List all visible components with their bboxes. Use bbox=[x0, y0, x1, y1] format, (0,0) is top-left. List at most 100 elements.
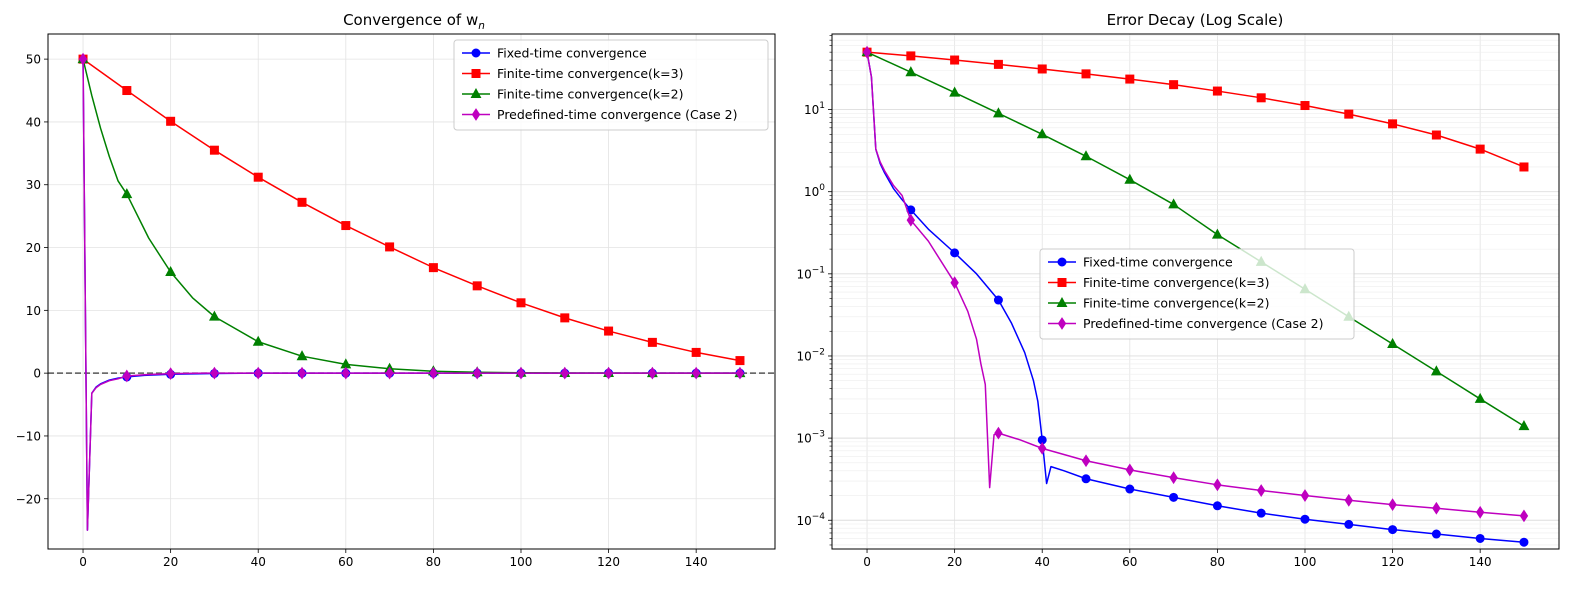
right-series-marker-finite-time-convergence-k-3 bbox=[1212, 86, 1222, 96]
right-series-marker-predefined-time-convergence-case-2 bbox=[862, 45, 872, 59]
right-x-tick-label: 80 bbox=[1210, 555, 1225, 569]
left-series-marker-finite-time-convergence-k-3 bbox=[516, 298, 526, 308]
left-series-marker-finite-time-convergence-k-3 bbox=[560, 313, 570, 323]
left-series-marker-finite-time-convergence-k-3 bbox=[691, 347, 701, 357]
right-chart: Error Decay (Log Scale) 0 20 40 60 80 100 120 1… bbox=[796, 11, 1560, 569]
left-series-marker-predefined-time-convergence-case-2 bbox=[122, 369, 132, 383]
left-series-marker-finite-time-convergence-k-3 bbox=[209, 145, 219, 155]
right-series-marker-finite-time-convergence-k-2 bbox=[1168, 198, 1180, 209]
right-y-axis: 10−4 10−3 10−2 10−1 100 101 bbox=[796, 35, 832, 546]
left-series-marker-finite-time-convergence-k-3 bbox=[604, 326, 614, 336]
right-x-tick-label: 120 bbox=[1381, 555, 1404, 569]
left-series-marker-finite-time-convergence-k-3 bbox=[472, 281, 482, 291]
right-y-tick-label: 10−4 bbox=[796, 512, 825, 528]
right-legend-label-finite-time-convergence-k-3: Finite-time convergence(k=3) bbox=[1083, 275, 1269, 290]
left-series-predefined-time-convergence-case-2 bbox=[78, 52, 745, 531]
right-series-marker-finite-time-convergence-k-2 bbox=[992, 107, 1004, 118]
right-series-marker-predefined-time-convergence-case-2 bbox=[1300, 489, 1310, 502]
left-series-marker-predefined-time-convergence-case-2 bbox=[516, 366, 526, 380]
right-series-marker-finite-time-convergence-k-2 bbox=[1080, 150, 1092, 161]
right-legend-label-predefined-time-convergence-case-2: Predefined-time convergence (Case 2) bbox=[1083, 316, 1323, 331]
left-legend-label-fixed-time-convergence: Fixed-time convergence bbox=[497, 46, 647, 61]
left-series-line-finite-time-convergence-k-3 bbox=[82, 58, 741, 362]
right-y-tick-label: 10−1 bbox=[796, 265, 825, 281]
right-series-marker-finite-time-convergence-k-2 bbox=[1211, 228, 1223, 239]
right-series-marker-fixed-time-convergence bbox=[1081, 474, 1091, 484]
left-x-tick-label: 20 bbox=[163, 555, 178, 569]
right-series-marker-finite-time-convergence-k-2 bbox=[905, 66, 917, 77]
right-series-marker-predefined-time-convergence-case-2 bbox=[1169, 471, 1178, 485]
left-series-marker-predefined-time-convergence-case-2 bbox=[210, 366, 219, 380]
left-series-line-predefined-time-convergence-case-2 bbox=[82, 59, 740, 531]
left-y-tick-label: 50 bbox=[26, 53, 41, 67]
left-x-tick-label: 0 bbox=[79, 555, 87, 569]
left-series-marker-finite-time-convergence-k-3 bbox=[385, 242, 395, 252]
right-series-line-finite-time-convergence-k-3 bbox=[866, 51, 1525, 168]
left-y-tick-label: 40 bbox=[26, 115, 41, 129]
left-y-tick-label: 0 bbox=[33, 367, 41, 381]
left-x-tick-label: 120 bbox=[597, 555, 620, 569]
right-series-marker-finite-time-convergence-k-3 bbox=[1431, 130, 1441, 140]
left-series-marker-finite-time-convergence-k-3 bbox=[253, 172, 263, 182]
left-plot-frame bbox=[47, 33, 776, 550]
left-chart-title: Convergence of wn bbox=[343, 11, 485, 32]
left-series-marker-predefined-time-convergence-case-2 bbox=[560, 366, 569, 380]
left-series-marker-predefined-time-convergence-case-2 bbox=[429, 366, 438, 380]
left-legend-marker-predefined-time-convergence-case-2 bbox=[471, 108, 481, 121]
left-legend-label-predefined-time-convergence-case-2: Predefined-time convergence (Case 2) bbox=[497, 107, 737, 122]
right-series-marker-fixed-time-convergence bbox=[993, 295, 1003, 305]
left-series-marker-finite-time-convergence-k-3 bbox=[166, 116, 176, 126]
right-legend-box bbox=[1039, 248, 1355, 340]
right-plot-frame bbox=[831, 33, 1560, 550]
left-series-marker-finite-time-convergence-k-2 bbox=[208, 310, 220, 321]
left-legend-marker-finite-time-convergence-k-2 bbox=[470, 87, 482, 98]
left-series-layer bbox=[77, 52, 746, 531]
right-x-axis: 0 20 40 60 80 100 120 140 bbox=[863, 549, 1492, 569]
right-series-marker-finite-time-convergence-k-3 bbox=[1519, 162, 1529, 172]
right-series-fixed-time-convergence bbox=[862, 47, 1529, 547]
right-legend-label-finite-time-convergence-k-2: Finite-time convergence(k=2) bbox=[1083, 296, 1269, 311]
right-series-marker-finite-time-convergence-k-3 bbox=[1169, 80, 1179, 90]
right-series-marker-finite-time-convergence-k-3 bbox=[1388, 119, 1398, 129]
right-series-marker-predefined-time-convergence-case-2 bbox=[1081, 454, 1091, 468]
right-series-marker-fixed-time-convergence bbox=[1344, 519, 1354, 529]
left-series-marker-predefined-time-convergence-case-2 bbox=[472, 366, 482, 380]
right-series-line-finite-time-convergence-k-2 bbox=[866, 51, 1525, 427]
left-legend-box bbox=[453, 39, 769, 131]
right-x-tick-label: 100 bbox=[1294, 555, 1317, 569]
right-series-marker-fixed-time-convergence bbox=[1431, 529, 1441, 539]
right-series-marker-fixed-time-convergence bbox=[1300, 514, 1310, 524]
right-series-line-predefined-time-convergence-case-2 bbox=[866, 52, 1525, 517]
left-series-marker-finite-time-convergence-k-3 bbox=[297, 197, 307, 207]
left-x-tick-label: 40 bbox=[251, 555, 266, 569]
right-legend-label-fixed-time-convergence: Fixed-time convergence bbox=[1083, 255, 1233, 270]
left-series-finite-time-convergence-k-3 bbox=[78, 54, 745, 366]
right-y-tick-label: 10−3 bbox=[796, 430, 825, 446]
right-series-marker-predefined-time-convergence-case-2 bbox=[906, 213, 916, 227]
right-x-tick-label: 60 bbox=[1122, 555, 1137, 569]
left-y-tick-label: 10 bbox=[26, 304, 41, 318]
left-series-marker-finite-time-convergence-k-2 bbox=[296, 350, 308, 361]
right-series-marker-finite-time-convergence-k-3 bbox=[1037, 64, 1047, 74]
right-x-tick-label: 40 bbox=[1035, 555, 1050, 569]
left-legend-label-finite-time-convergence-k-2: Finite-time convergence(k=2) bbox=[497, 87, 683, 102]
right-series-marker-fixed-time-convergence bbox=[1125, 484, 1135, 494]
left-series-marker-predefined-time-convergence-case-2 bbox=[604, 366, 613, 380]
left-x-tick-label: 80 bbox=[426, 555, 441, 569]
right-series-marker-predefined-time-convergence-case-2 bbox=[1213, 478, 1222, 492]
right-series-marker-predefined-time-convergence-case-2 bbox=[994, 426, 1003, 440]
right-series-marker-finite-time-convergence-k-2 bbox=[1036, 128, 1048, 139]
left-series-marker-predefined-time-convergence-case-2 bbox=[341, 366, 351, 380]
right-series-marker-finite-time-convergence-k-3 bbox=[906, 51, 916, 61]
left-x-tick-label: 60 bbox=[338, 555, 353, 569]
right-x-tick-label: 0 bbox=[863, 555, 871, 569]
right-series-marker-finite-time-convergence-k-2 bbox=[1387, 337, 1399, 348]
right-series-marker-fixed-time-convergence bbox=[950, 248, 960, 258]
right-series-marker-predefined-time-convergence-case-2 bbox=[1432, 501, 1441, 515]
left-series-marker-predefined-time-convergence-case-2 bbox=[385, 366, 394, 380]
right-legend-marker-fixed-time-convergence bbox=[1057, 257, 1067, 267]
right-series-marker-finite-time-convergence-k-3 bbox=[1125, 74, 1135, 84]
left-y-tick-label: −20 bbox=[16, 492, 41, 506]
right-series-marker-predefined-time-convergence-case-2 bbox=[1475, 505, 1485, 519]
